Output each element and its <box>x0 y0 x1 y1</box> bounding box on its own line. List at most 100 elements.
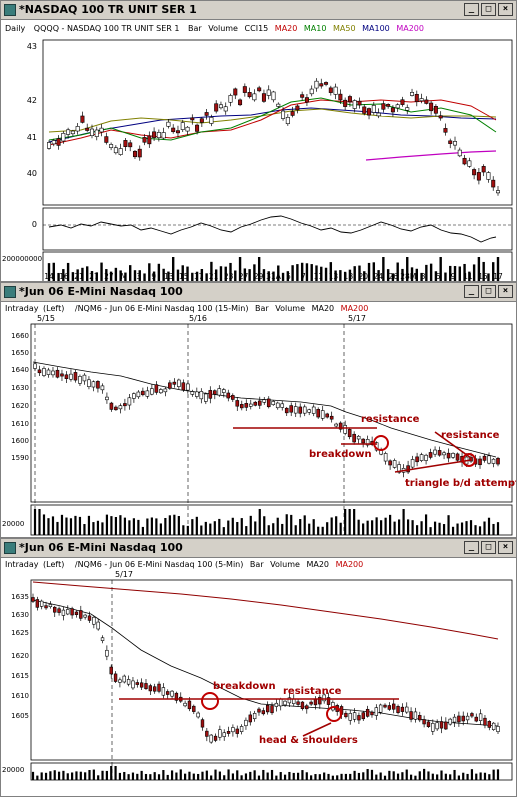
chart-app-icon[interactable] <box>4 542 16 554</box>
restore-button[interactable]: □ <box>481 3 496 16</box>
window-titlebar[interactable]: *Jun 06 E-Mini Nasdaq 100 _ □ × <box>1 539 516 558</box>
restore-button[interactable]: □ <box>481 541 496 554</box>
candle-body <box>174 692 179 701</box>
candle-body <box>470 713 474 717</box>
volume-bar <box>379 772 382 780</box>
volume-bar <box>231 517 234 535</box>
fifteen-min-price-chart[interactable]: Intraday (Left) /NQM6 - Jun 06 E-Mini Na… <box>1 302 516 537</box>
minimize-button[interactable]: _ <box>464 541 479 554</box>
close-button[interactable]: × <box>498 541 513 554</box>
volume-bar <box>344 773 347 780</box>
chart-app-icon[interactable] <box>4 4 16 16</box>
candle-body <box>433 449 437 455</box>
price-pane <box>30 579 513 761</box>
price-candles <box>46 78 500 196</box>
candle-body <box>283 700 287 706</box>
axis-tick-label: 11 <box>463 272 473 281</box>
candle-body <box>320 410 325 419</box>
candle-body <box>175 130 180 134</box>
volume-bar <box>127 774 130 780</box>
volume-bar <box>114 517 118 535</box>
annotation-label: resistance <box>361 414 420 425</box>
price-tick-label: 1640 <box>11 366 29 374</box>
candle-body <box>410 459 415 468</box>
candle-body <box>100 637 105 641</box>
volume-bar <box>391 273 395 281</box>
volume-bar <box>300 262 304 281</box>
candle-body <box>190 391 195 395</box>
candle-body <box>145 390 150 397</box>
volume-bar <box>181 265 184 281</box>
candle-body <box>290 111 295 116</box>
candle-body <box>352 433 356 443</box>
legend-item: Volume <box>270 560 300 569</box>
volume-bar <box>456 523 459 535</box>
volume-bar <box>272 271 275 281</box>
axis-tick-label: 27 <box>239 272 249 281</box>
volume-bar <box>366 520 369 535</box>
legend-item: MA20 <box>312 304 335 313</box>
candle-body <box>276 103 281 107</box>
candle-body <box>172 381 177 385</box>
candle-body <box>213 735 218 741</box>
candle-body <box>168 382 172 389</box>
restore-button[interactable]: □ <box>481 285 496 298</box>
candle-body <box>257 87 262 92</box>
volume-bar <box>439 257 442 281</box>
candle-body <box>326 697 331 705</box>
volume-bar <box>425 264 428 281</box>
candle-body <box>190 117 195 121</box>
candle-body <box>46 142 51 149</box>
volume-bar <box>281 523 284 535</box>
candle-body <box>347 96 352 103</box>
candle-body <box>96 381 100 389</box>
volume-bar <box>62 770 65 780</box>
axis-tick-label: 21 <box>74 272 84 281</box>
candle-body <box>218 104 223 109</box>
price-tick-label: 1610 <box>11 692 29 700</box>
volume-bar <box>128 520 131 535</box>
volume-bar <box>47 518 50 535</box>
candle-body <box>39 600 44 607</box>
five-min-price-chart[interactable]: Intraday (Left) /NQM6 - Jun 06 E-Mini Na… <box>1 558 516 796</box>
candle-body <box>195 124 200 132</box>
candle-body <box>374 707 379 716</box>
minimize-button[interactable]: _ <box>464 3 479 16</box>
candle-body <box>208 390 213 399</box>
candle-body <box>424 99 429 104</box>
candle-body <box>221 389 226 393</box>
candle-body <box>204 112 209 116</box>
candle-body <box>486 172 491 180</box>
candle-body <box>422 719 426 725</box>
volume-bar <box>152 271 156 281</box>
candle-body <box>248 403 253 407</box>
candle-body <box>305 705 309 710</box>
volume-bar <box>263 516 266 535</box>
window-titlebar[interactable]: *Jun 06 E-Mini Nasdaq 100 _ □ × <box>1 283 516 302</box>
volume-bar <box>477 257 481 281</box>
daily-price-chart[interactable]: Daily QQQQ - NASDAQ 100 TR UNIT SER 1 Ba… <box>1 20 516 281</box>
chart-app-icon[interactable] <box>4 286 16 298</box>
volume-bar <box>176 269 180 281</box>
candle-body <box>481 166 486 173</box>
candle-body <box>78 376 82 384</box>
candle-body <box>491 722 496 730</box>
volume-bar <box>303 515 306 535</box>
axis-tick-label: 17 <box>493 272 503 281</box>
candle-body <box>150 388 154 395</box>
candle-body <box>156 132 161 139</box>
volume-bar <box>312 519 315 535</box>
candle-body <box>414 94 419 103</box>
volume-bars <box>31 766 500 780</box>
candle-body <box>79 610 83 619</box>
candle-body <box>316 409 320 418</box>
price-tick-label: 40 <box>27 169 37 178</box>
volume-bar <box>132 518 135 535</box>
close-button[interactable]: × <box>498 285 513 298</box>
window-titlebar[interactable]: *NASDAQ 100 TR UNIT SER 1 _ □ × <box>1 1 516 20</box>
volume-bar <box>429 263 433 281</box>
volume-bar <box>475 773 478 780</box>
close-button[interactable]: × <box>498 3 513 16</box>
axis-tick-label: 14 <box>44 272 54 281</box>
minimize-button[interactable]: _ <box>464 285 479 298</box>
